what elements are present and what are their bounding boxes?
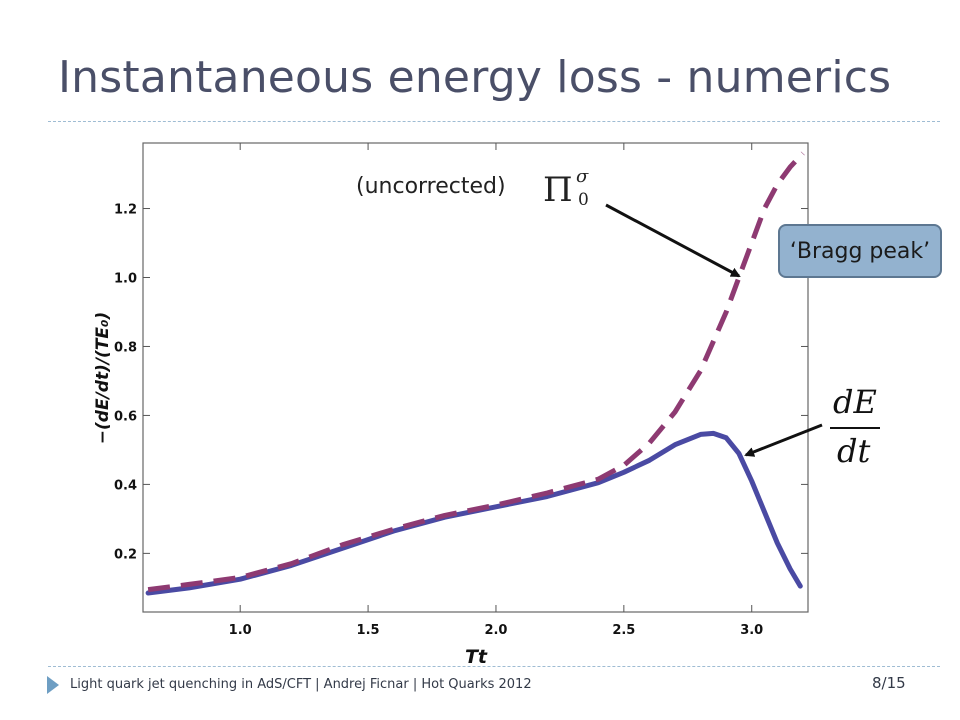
y-tick-label: 0.8 xyxy=(114,340,137,355)
series-line-dashed xyxy=(147,151,805,593)
fraction-denominator: dt xyxy=(837,432,871,470)
x-tick-label: 1.5 xyxy=(357,623,380,638)
footer-text: Light quark jet quenching in AdS/CFT | A… xyxy=(70,677,532,692)
footer-bullet-icon xyxy=(47,676,59,694)
pi-symbol: Π xyxy=(543,170,573,210)
uncorrected-arrow xyxy=(605,203,741,278)
y-tick-label: 0.2 xyxy=(114,547,137,562)
bragg-peak-callout: ‘Bragg peak’ xyxy=(778,224,942,278)
x-axis-label: Tt xyxy=(465,646,488,668)
y-tick-label: 1.2 xyxy=(114,203,137,218)
plot-frame xyxy=(142,142,809,613)
de-dt-arrow xyxy=(744,423,823,457)
footer-divider xyxy=(48,666,940,667)
y-axis-label: −(dE/dt)/(TE₀) xyxy=(93,312,113,444)
x-tick-label: 1.0 xyxy=(229,623,252,638)
y-tick-label: 1.0 xyxy=(114,271,137,286)
y-tick-label: 0.4 xyxy=(114,478,137,493)
fraction-bar xyxy=(830,427,880,429)
page-number: 8/15 xyxy=(872,674,906,692)
pi-subscript: 0 xyxy=(578,190,589,210)
x-tick-label: 3.0 xyxy=(740,623,763,638)
slide-title: Instantaneous energy loss - numerics xyxy=(58,52,892,103)
fraction-numerator: dE xyxy=(833,383,877,421)
uncorrected-label: (uncorrected) xyxy=(356,174,506,199)
series-line-solid xyxy=(145,430,803,596)
bragg-peak-label: ‘Bragg peak’ xyxy=(789,238,931,264)
pi-superscript: σ xyxy=(576,166,589,187)
x-tick-label: 2.5 xyxy=(612,623,635,638)
y-tick-label: 0.6 xyxy=(114,409,137,424)
x-tick-label: 2.0 xyxy=(484,623,507,638)
title-divider xyxy=(48,121,940,122)
